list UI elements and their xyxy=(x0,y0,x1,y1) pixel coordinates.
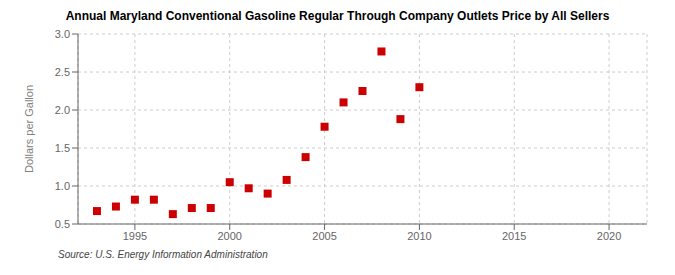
svg-text:2010: 2010 xyxy=(407,230,431,242)
svg-text:2.0: 2.0 xyxy=(55,104,70,116)
html-text:Annual Maryland Conventional G: Annual Maryland Conventional Gasoline Re… xyxy=(65,9,610,23)
html-text:Source: U.S. Energy Informatio: Source: U.S. Energy Information Administ… xyxy=(58,249,268,260)
svg-text:1.5: 1.5 xyxy=(55,142,70,154)
svg-text:Dollars per Gallon: Dollars per Gallon xyxy=(23,85,35,173)
svg-text:3.0: 3.0 xyxy=(55,28,70,40)
svg-text:2000: 2000 xyxy=(217,230,241,242)
svg-text:2015: 2015 xyxy=(502,230,526,242)
svg-text:2005: 2005 xyxy=(312,230,336,242)
svg-text:1.0: 1.0 xyxy=(55,180,70,192)
svg-text:0.5: 0.5 xyxy=(55,218,70,230)
svg-text:2.5: 2.5 xyxy=(55,66,70,78)
svg-text:1995: 1995 xyxy=(123,230,147,242)
svg-text:2020: 2020 xyxy=(597,230,621,242)
